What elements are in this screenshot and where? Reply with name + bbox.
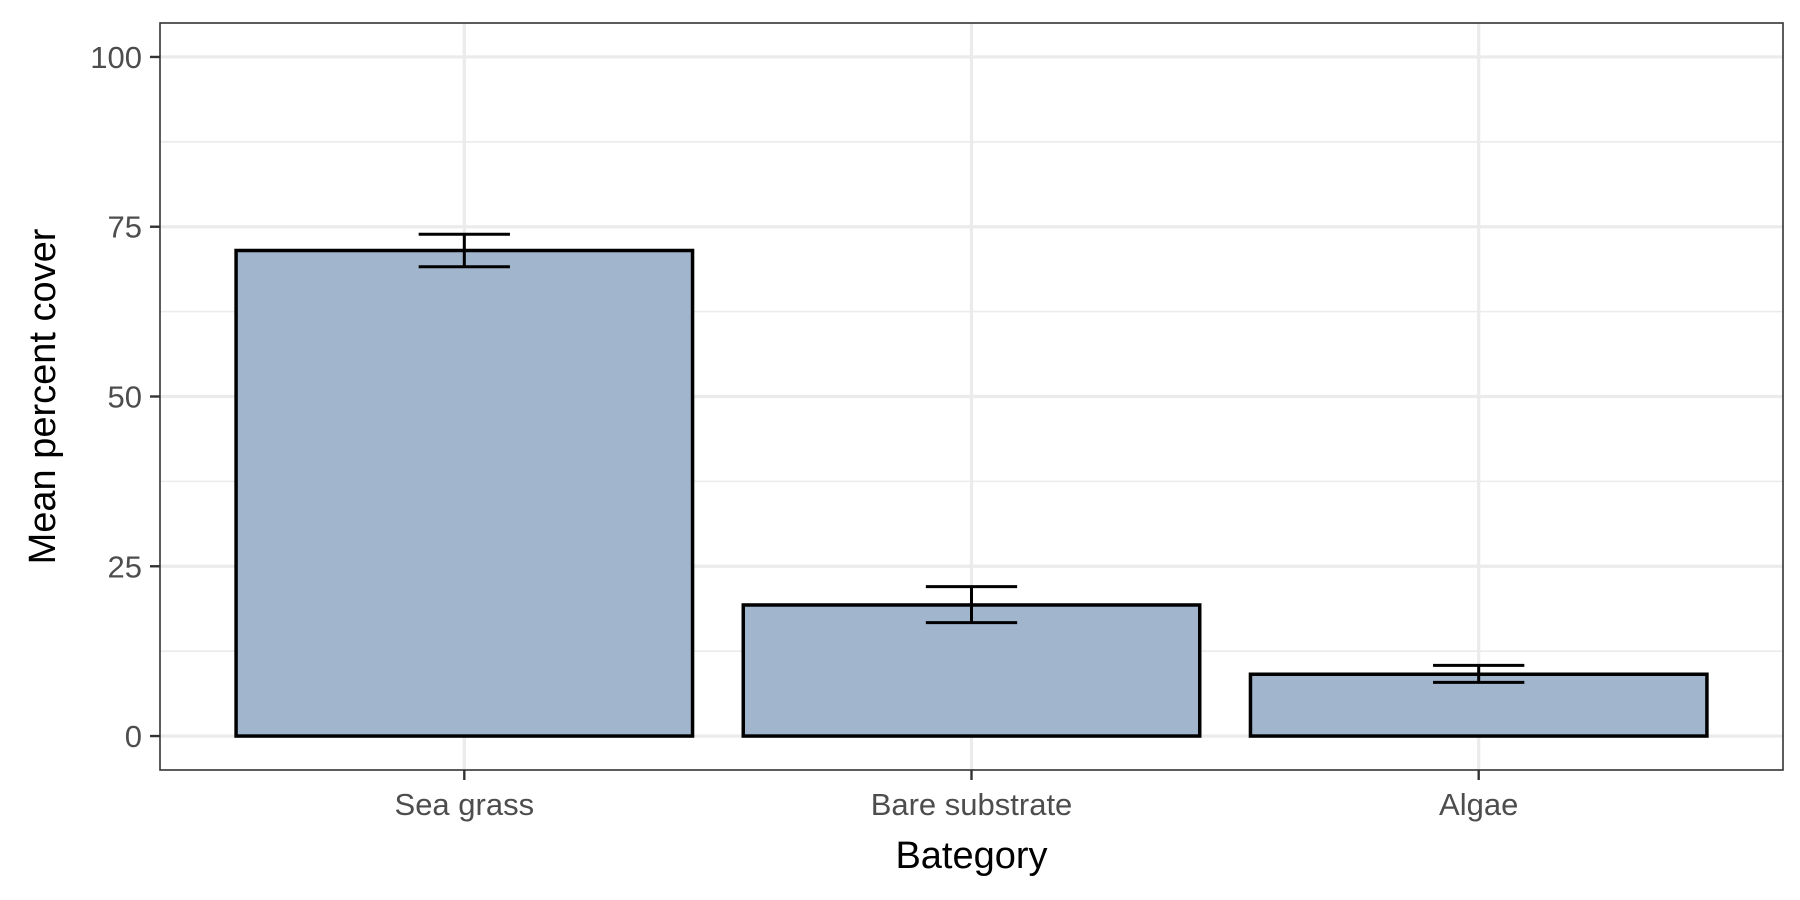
bar <box>234 248 695 738</box>
y-tick-labels: 0 25 50 75 100 <box>90 40 142 754</box>
y-tick-label: 100 <box>90 40 142 75</box>
y-tick-label: 50 <box>108 380 142 415</box>
y-tick-label: 25 <box>108 549 142 584</box>
x-tick-label: Sea grass <box>395 787 535 822</box>
x-tick-label: Algae <box>1439 787 1518 822</box>
bars <box>234 248 1709 738</box>
y-axis-title: Mean percent cover <box>22 228 64 564</box>
axes <box>150 55 1480 780</box>
bar <box>1248 672 1709 738</box>
x-axis-title: Bategory <box>895 835 1047 877</box>
y-tick-label: 75 <box>108 210 142 245</box>
bar <box>741 603 1202 738</box>
x-tick-labels: Sea grass Bare substrate Algae <box>395 787 1519 822</box>
y-tick-label: 0 <box>125 719 142 754</box>
x-tick-label: Bare substrate <box>871 787 1073 822</box>
error-bars <box>418 232 1525 684</box>
